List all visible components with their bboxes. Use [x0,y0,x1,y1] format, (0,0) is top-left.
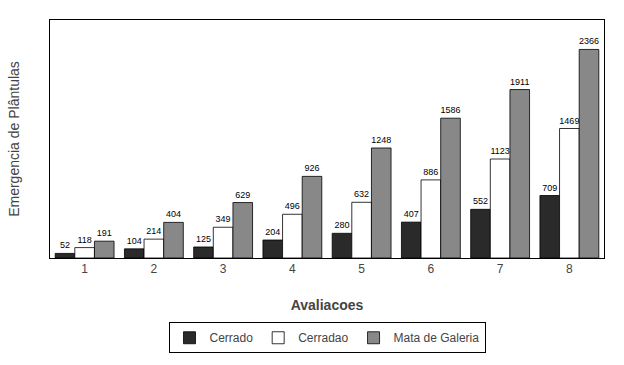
svg-text:5: 5 [358,262,365,276]
svg-text:Cerradao: Cerradao [298,331,348,345]
svg-text:Emergencia de Plântulas: Emergencia de Plântulas [6,61,22,217]
svg-text:632: 632 [354,189,369,199]
svg-text:Avaliacoes: Avaliacoes [291,297,364,313]
svg-text:2: 2 [151,262,158,276]
svg-text:1911: 1911 [510,77,529,87]
svg-text:886: 886 [423,167,438,177]
svg-text:214: 214 [146,226,161,236]
svg-text:3: 3 [220,262,227,276]
svg-text:280: 280 [334,220,349,230]
svg-text:104: 104 [127,236,142,246]
svg-text:1248: 1248 [371,135,391,145]
svg-text:7: 7 [497,262,504,276]
svg-text:2366: 2366 [579,36,599,46]
svg-text:404: 404 [166,209,181,219]
svg-text:191: 191 [97,228,112,238]
svg-text:349: 349 [216,214,231,224]
svg-text:552: 552 [473,196,488,206]
svg-text:926: 926 [304,163,319,173]
svg-text:629: 629 [235,190,250,200]
svg-text:204: 204 [265,227,280,237]
svg-text:Mata de Galeria: Mata de Galeria [394,331,480,345]
svg-text:709: 709 [542,183,557,193]
svg-text:6: 6 [428,262,435,276]
svg-text:407: 407 [404,209,419,219]
svg-text:1469: 1469 [559,116,579,126]
svg-text:125: 125 [196,234,211,244]
svg-text:8: 8 [566,262,573,276]
svg-text:118: 118 [77,235,91,245]
svg-text:1123: 1123 [490,146,509,156]
svg-text:Cerrado: Cerrado [210,331,254,345]
svg-text:52: 52 [60,240,70,250]
svg-text:4: 4 [289,262,296,276]
svg-text:496: 496 [285,201,300,211]
svg-text:1: 1 [81,262,88,276]
svg-text:1586: 1586 [440,105,460,115]
